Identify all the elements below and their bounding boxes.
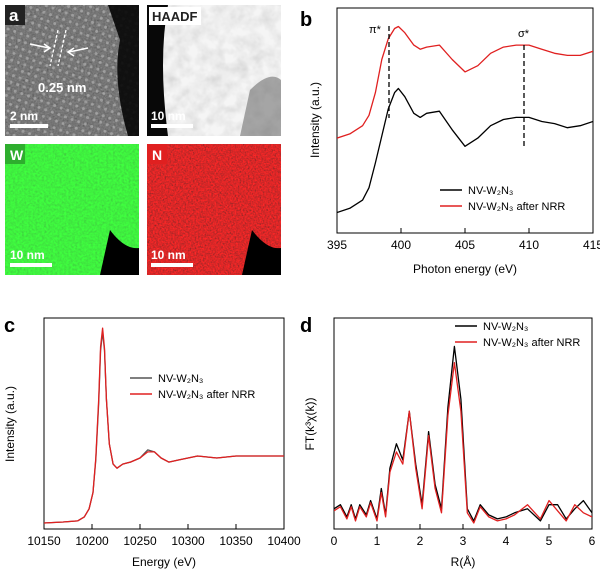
panel-b: b 395 400 405 410 415 π* σ* NV-W₂N₃ NV-W₂N₃ a… [300,7,600,276]
tile-tag-box-w [5,144,25,164]
y-axis-label-c: Intensity (a.u.) [3,386,17,462]
x-tick-label-b: 395 [327,238,347,252]
x-tick-label-c: 10400 [267,534,301,548]
x-tick-label-d: 4 [503,534,510,548]
series-line-b-2 [337,25,593,139]
x-tick-label-d: 1 [374,534,381,548]
panel-label-box-a [5,5,25,25]
lattice-spacing-label: 0.25 nm [38,80,86,95]
x-tick-label-d: 3 [460,534,467,548]
panel-label-c: c [4,315,15,337]
series-line-c-1 [44,331,284,524]
scalebar-2 [151,124,193,128]
series-line-b-1 [337,87,593,214]
x-tick-label-d: 6 [589,534,596,548]
tile-tag-haadf: HAADF [152,9,198,24]
panel-label-d: d [300,315,312,337]
panel-c: c 10150 10200 10250 10300 10350 10400 NV-W₂N₃… [3,315,301,569]
legend-label-d-1: NV-W₂N₃ [483,321,528,333]
panel-a: 0.25 nm 2 nm a HAADF 10 nm W 10 nm [5,5,281,275]
y-axis-label-b: Intensity (a.u.) [308,82,322,158]
scalebar-4 [151,263,193,267]
x-tick-label-c: 10200 [75,534,109,548]
x-tick-label-b: 410 [519,238,539,252]
scalebar-label-2: 10 nm [151,109,186,123]
tile-tag-w: W [10,147,24,163]
legend-label-b-2: NV-W₂N₃ after NRR [468,201,565,213]
x-tick-label-c: 10300 [171,534,205,548]
legend-label-d-2: NV-W₂N₃ after NRR [483,337,580,349]
legend-label-c-2: NV-W₂N₃ after NRR [158,389,255,401]
x-tick-label-c: 10350 [219,534,253,548]
scalebar-3 [10,263,52,267]
x-axis-label-c: Energy (eV) [132,555,196,569]
plot-frame-d [333,317,593,530]
x-axis-label-d: R(Å) [451,554,476,569]
scalebar-label-4: 10 nm [151,248,186,262]
plot-frame-b [336,7,594,234]
legend-label-b-1: NV-W₂N₃ [468,185,513,197]
lattice-fringe-line-1 [49,29,59,67]
x-tick-label-d: 5 [546,534,553,548]
scalebar-1 [10,124,48,128]
y-axis-label-d: FT(k³χ(k)) [303,398,317,451]
arrow-right-icon [29,43,52,53]
haadf-tile [147,5,281,136]
series-line-d-1 [334,345,592,522]
x-tick-label-d: 2 [417,534,424,548]
hrtem-tile [5,5,139,136]
w-map-tile [5,144,139,275]
tile-tag-box-haadf [149,7,201,25]
arrow-left-icon [66,47,89,57]
x-tick-label-d: 0 [331,534,338,548]
x-tick-label-b: 415 [583,238,600,252]
sigma-star-label: σ* [518,28,530,40]
scalebar-label-3: 10 nm [10,248,45,262]
series-line-c-2 [44,327,284,524]
panel-label-b: b [300,9,312,31]
series-line-d-2 [334,361,592,524]
tile-tag-n: N [152,147,162,163]
legend-label-c-1: NV-W₂N₃ [158,373,203,385]
x-axis-label-b: Photon energy (eV) [413,262,517,276]
x-tick-label-c: 10150 [27,534,61,548]
lattice-fringe-line-2 [57,29,67,67]
n-map-tile [147,144,281,275]
x-tick-label-b: 405 [455,238,475,252]
plot-frame-c [43,317,285,530]
scalebar-label-1: 2 nm [10,109,38,123]
x-tick-label-c: 10250 [123,534,157,548]
pi-star-label: π* [369,24,382,36]
panel-label-a: a [9,6,19,25]
tile-tag-box-n [147,144,167,164]
x-tick-label-b: 400 [391,238,411,252]
